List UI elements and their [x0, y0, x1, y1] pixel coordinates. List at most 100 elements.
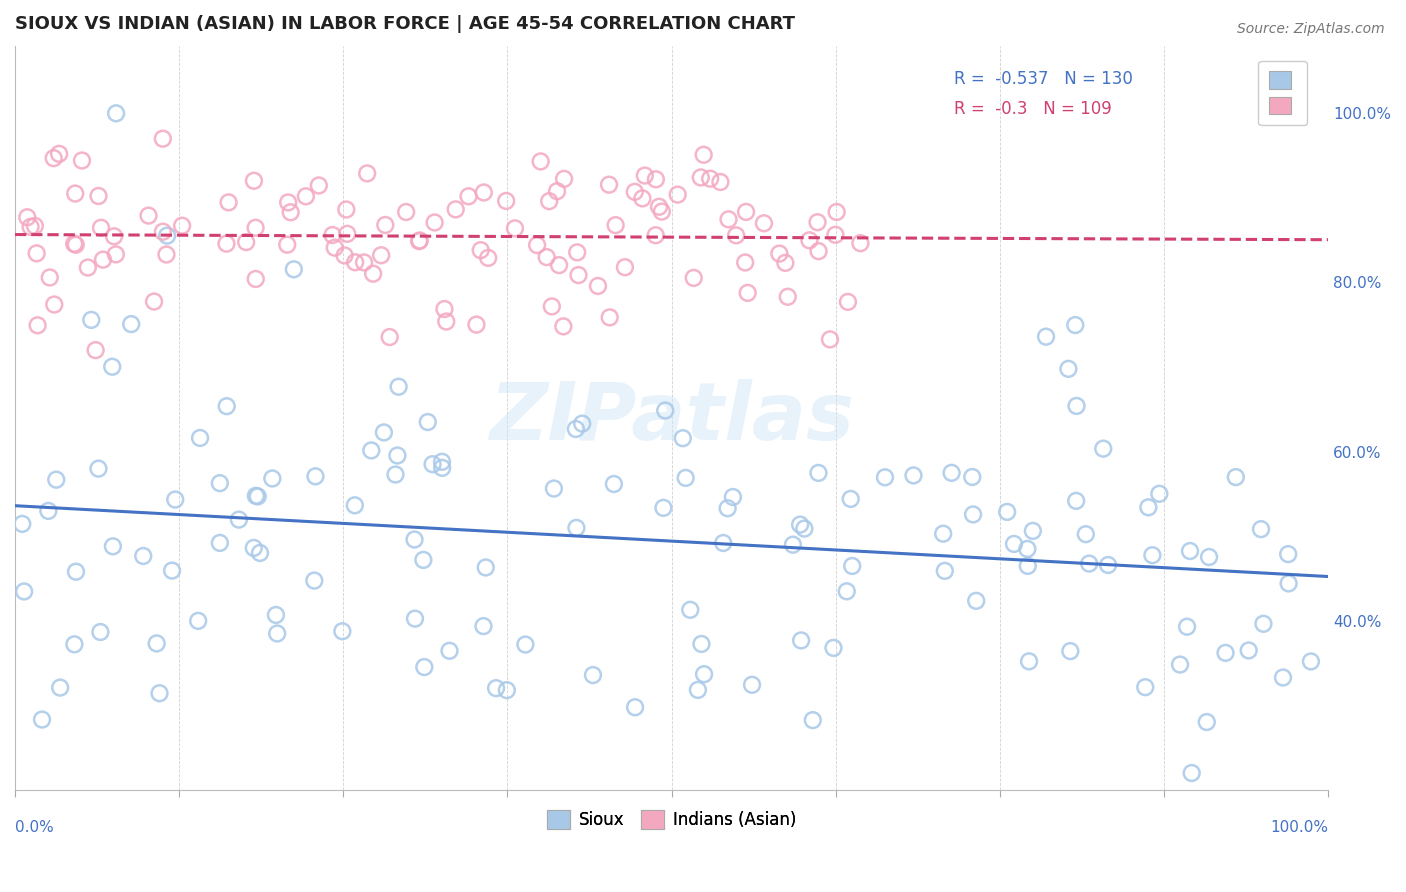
Point — [485, 681, 508, 696]
Point — [49, 681, 72, 695]
Point — [1178, 544, 1201, 558]
Point — [187, 614, 209, 628]
Point — [837, 294, 859, 309]
Point — [1018, 654, 1040, 668]
Point — [188, 431, 211, 445]
Point — [262, 471, 284, 485]
Point — [824, 227, 846, 242]
Point — [63, 637, 86, 651]
Point — [132, 549, 155, 563]
Point — [65, 565, 87, 579]
Point — [873, 470, 896, 484]
Point — [360, 443, 382, 458]
Point — [374, 218, 396, 232]
Point — [1272, 671, 1295, 685]
Point — [138, 209, 160, 223]
Point — [280, 205, 302, 219]
Point — [91, 252, 114, 267]
Point — [409, 234, 432, 248]
Point — [1215, 646, 1237, 660]
Point — [631, 191, 654, 205]
Point — [1002, 537, 1025, 551]
Point — [388, 380, 411, 394]
Point — [25, 246, 48, 260]
Point — [89, 625, 111, 640]
Point — [336, 227, 359, 241]
Point — [295, 189, 318, 203]
Point — [105, 106, 128, 120]
Point — [430, 455, 453, 469]
Point — [613, 260, 636, 275]
Point — [76, 260, 98, 275]
Point — [246, 490, 269, 504]
Point — [249, 546, 271, 560]
Point — [264, 607, 287, 622]
Point — [465, 318, 488, 332]
Point — [839, 491, 862, 506]
Point — [1064, 494, 1087, 508]
Point — [1149, 487, 1171, 501]
Point — [31, 713, 53, 727]
Text: R =  -0.3   N = 109: R = -0.3 N = 109 — [953, 100, 1112, 118]
Point — [218, 195, 240, 210]
Point — [932, 526, 955, 541]
Point — [412, 553, 434, 567]
Point — [344, 255, 367, 269]
Point — [825, 205, 848, 219]
Point — [457, 189, 479, 203]
Point — [384, 467, 406, 482]
Point — [776, 290, 799, 304]
Point — [103, 229, 125, 244]
Point — [623, 185, 645, 199]
Point — [790, 633, 813, 648]
Point — [599, 310, 621, 325]
Point — [693, 667, 716, 681]
Point — [322, 227, 344, 242]
Point — [1074, 527, 1097, 541]
Point — [101, 539, 124, 553]
Point — [470, 243, 492, 257]
Point — [404, 612, 426, 626]
Point — [1057, 362, 1080, 376]
Point — [143, 294, 166, 309]
Point — [15, 211, 38, 225]
Point — [793, 522, 815, 536]
Point — [675, 471, 697, 485]
Point — [903, 468, 925, 483]
Point — [24, 219, 46, 233]
Point — [567, 268, 589, 282]
Point — [266, 626, 288, 640]
Point — [605, 218, 627, 232]
Point — [965, 594, 987, 608]
Point — [1017, 558, 1039, 573]
Text: 100.0%: 100.0% — [1270, 820, 1329, 835]
Point — [87, 189, 110, 203]
Point — [1195, 714, 1218, 729]
Point — [725, 228, 748, 243]
Point — [1278, 576, 1301, 591]
Point — [1253, 616, 1275, 631]
Point — [752, 216, 775, 230]
Point — [1277, 547, 1299, 561]
Point — [243, 174, 266, 188]
Point — [308, 178, 330, 193]
Point — [1066, 399, 1088, 413]
Point — [65, 186, 87, 201]
Point — [277, 195, 299, 210]
Point — [962, 508, 984, 522]
Point — [1137, 500, 1160, 515]
Point — [1198, 549, 1220, 564]
Point — [283, 262, 305, 277]
Point — [807, 244, 830, 259]
Point — [644, 172, 666, 186]
Point — [434, 314, 457, 328]
Point — [648, 200, 671, 214]
Point — [538, 194, 561, 209]
Point — [526, 238, 548, 252]
Point — [634, 169, 657, 183]
Point — [586, 279, 609, 293]
Text: ZIPatlas: ZIPatlas — [489, 379, 853, 457]
Point — [1237, 643, 1260, 657]
Point — [1299, 655, 1322, 669]
Point — [567, 245, 589, 260]
